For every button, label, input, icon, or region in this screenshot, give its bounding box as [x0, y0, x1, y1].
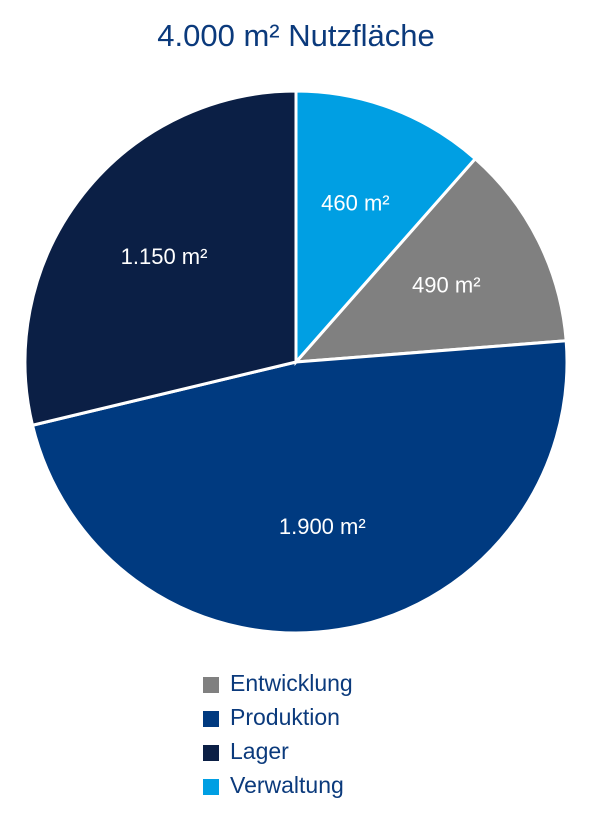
pie-slice: [294, 89, 478, 366]
pie-slice: [292, 156, 568, 364]
legend-swatch: [203, 677, 219, 693]
pie-slice: [23, 89, 298, 428]
data-label: 1.150 m²: [121, 244, 208, 269]
data-label: 1.900 m²: [279, 514, 366, 539]
legend-label: Verwaltung: [230, 772, 344, 798]
chart-title: 4.000 m² Nutzfläche: [157, 18, 434, 53]
legend-label: Lager: [230, 738, 289, 764]
data-label: 490 m²: [412, 273, 480, 298]
legend-swatch: [203, 745, 219, 761]
legend-label: Entwicklung: [230, 670, 353, 696]
legend-swatch: [203, 711, 219, 727]
pie-slice: [30, 339, 569, 635]
data-label: 460 m²: [321, 191, 389, 216]
legend-label: Produktion: [230, 704, 340, 730]
legend-swatch: [203, 779, 219, 795]
